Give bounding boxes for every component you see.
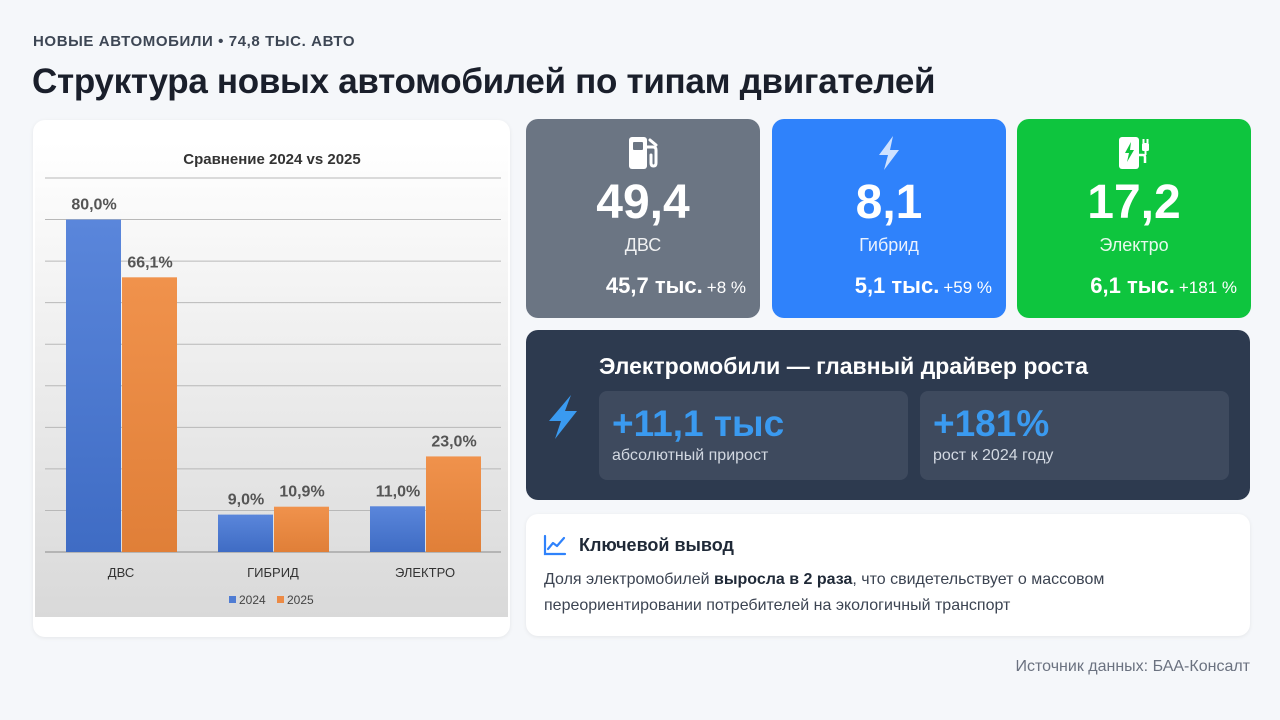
stat-footer: 6,1 тыс. +181 %	[1090, 273, 1237, 299]
metric-caption: рост к 2024 году	[933, 447, 1054, 464]
conclusion-text-highlight: выросла в 2 раза	[713, 571, 853, 588]
bar-2024	[370, 506, 425, 552]
x-tick-label: ДВС	[108, 565, 134, 580]
stat-card-hybrid: 8,1 Гибрид 5,1 тыс. +59 %	[772, 119, 1006, 318]
legend-swatch	[277, 596, 284, 603]
conclusion-text-start: Доля электромобилей	[544, 571, 714, 588]
legend-label: 2024	[239, 593, 266, 607]
data-source: Источник данных: БАА-Консалт	[1015, 658, 1250, 675]
bar-2024	[66, 219, 121, 553]
stat-label: Гибрид	[859, 235, 919, 255]
conclusion-text: Доля электромобилей выросла в 2 раза, чт…	[544, 567, 1224, 619]
stat-absolute: 45,7 тыс.	[605, 273, 703, 298]
x-tick-label: ЭЛЕКТРО	[395, 565, 455, 580]
data-label: 9,0%	[228, 492, 264, 509]
bar-2025	[274, 506, 329, 552]
conclusion-title: Ключевой вывод	[579, 535, 734, 555]
data-label: 80,0%	[71, 197, 116, 214]
fuel-pump-icon	[629, 137, 658, 169]
legend-label: 2025	[287, 593, 314, 607]
data-label: 10,9%	[279, 484, 324, 501]
stat-absolute: 5,1 тыс.	[854, 273, 940, 298]
stat-change: +59 %	[943, 278, 992, 297]
bar-2024	[218, 514, 273, 552]
conclusion-text-end: , что свидетельствует о массовом переори…	[544, 571, 1105, 614]
stat-label: ДВС	[624, 235, 662, 255]
legend-swatch	[229, 596, 236, 603]
bar-2025	[122, 277, 177, 552]
bar-2025	[426, 456, 481, 552]
x-tick-label: ГИБРИД	[247, 565, 299, 580]
driver-title: Электромобили — главный драйвер роста	[599, 353, 1088, 379]
lightning-icon	[879, 136, 899, 170]
metric-box-relative: +181% рост к 2024 году	[920, 391, 1229, 480]
metric-caption: абсолютный прирост	[612, 447, 769, 464]
stat-card-ev: 17,2 Электро 6,1 тыс. +181 %	[1017, 119, 1251, 318]
metric-value: +181%	[933, 403, 1050, 444]
metric-value: +11,1 тыс	[612, 403, 785, 444]
stat-change: +8 %	[706, 278, 746, 297]
stat-value: 8,1	[855, 176, 923, 229]
stat-absolute: 6,1 тыс.	[1090, 273, 1175, 298]
chart-card: Сравнение 2024 vs 2025 80,0% 66,1% ДВС 9,0% 1…	[33, 120, 510, 637]
data-label: 11,0%	[376, 483, 420, 500]
metric-box-absolute: +11,1 тыс абсолютный прирост	[599, 391, 908, 480]
stat-card-ice: 49,4 ДВС 45,7 тыс. +8 %	[526, 119, 760, 318]
bar-chart: Сравнение 2024 vs 2025 80,0% 66,1% ДВС 9,0% 1…	[35, 142, 508, 617]
stat-change: +181 %	[1178, 278, 1237, 297]
data-label: 23,0%	[431, 433, 476, 450]
ev-charger-icon	[1119, 137, 1149, 169]
lightning-icon	[549, 395, 577, 439]
page-kicker: НОВЫЕ АВТОМОБИЛИ • 74,8 ТЫС. АВТО	[33, 33, 356, 50]
stat-label: Электро	[1099, 235, 1169, 255]
page-title: Структура новых автомобилей по типам дви…	[32, 62, 936, 101]
stat-footer: 5,1 тыс. +59 %	[855, 273, 992, 299]
chart-title: Сравнение 2024 vs 2025	[183, 151, 361, 168]
growth-driver-card: Электромобили — главный драйвер роста +1…	[526, 330, 1250, 500]
data-label: 66,1%	[127, 254, 172, 271]
trend-chart-icon	[543, 534, 567, 556]
stat-value: 49,4	[596, 176, 690, 229]
conclusion-card: Ключевой вывод Доля электромобилей вырос…	[526, 514, 1250, 636]
stat-footer: 45,7 тыс. +8 %	[606, 273, 746, 299]
stat-value: 17,2	[1087, 176, 1181, 229]
